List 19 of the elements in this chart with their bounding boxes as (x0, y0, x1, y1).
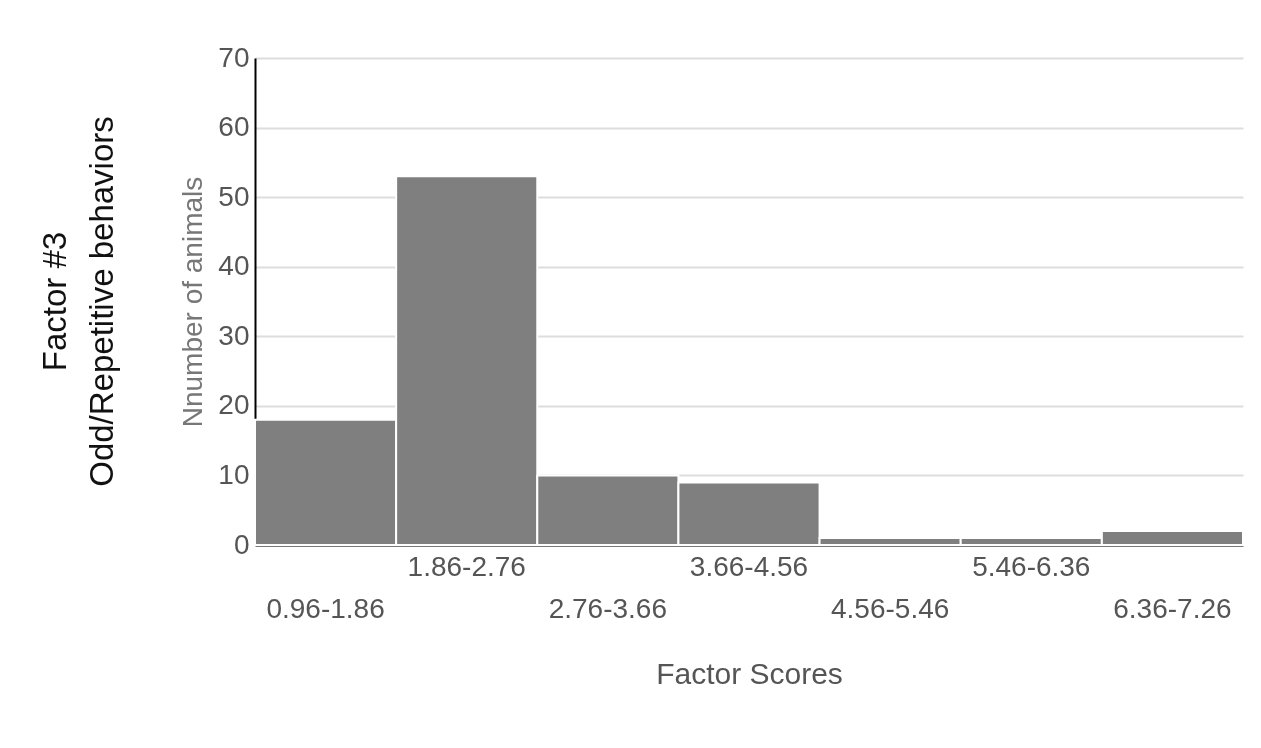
text: Odd/Repetitive behaviors (82, 116, 120, 487)
y-tick-label: 60 (218, 111, 250, 143)
y-tick-label: 10 (218, 458, 250, 490)
x-tick-label: 4.56-5.46 (830, 592, 950, 624)
x-tick-label: 2.76-3.66 (548, 592, 668, 624)
y-tick-label: 50 (218, 180, 250, 212)
y-axis-title: Nnumber of animals (177, 176, 209, 428)
x-tick-label: 3.66-4.56 (689, 550, 809, 582)
y-tick-label: 30 (218, 319, 250, 351)
x-tick-label: 5.46-6.36 (972, 550, 1091, 582)
x-tick-label: 6.36-7.26 (1113, 592, 1232, 624)
x-tick-label: 1.86-2.76 (407, 550, 526, 582)
y-tick-label: 20 (218, 389, 250, 421)
x-tick-label: 0.96-1.86 (266, 592, 385, 624)
text: Factor #3 (35, 231, 73, 372)
y-tick-label: 70 (218, 41, 250, 73)
y-tick-label: 0 (233, 528, 250, 560)
x-axis-title: Factor Scores (656, 656, 843, 690)
y-tick-label: 40 (218, 250, 250, 282)
